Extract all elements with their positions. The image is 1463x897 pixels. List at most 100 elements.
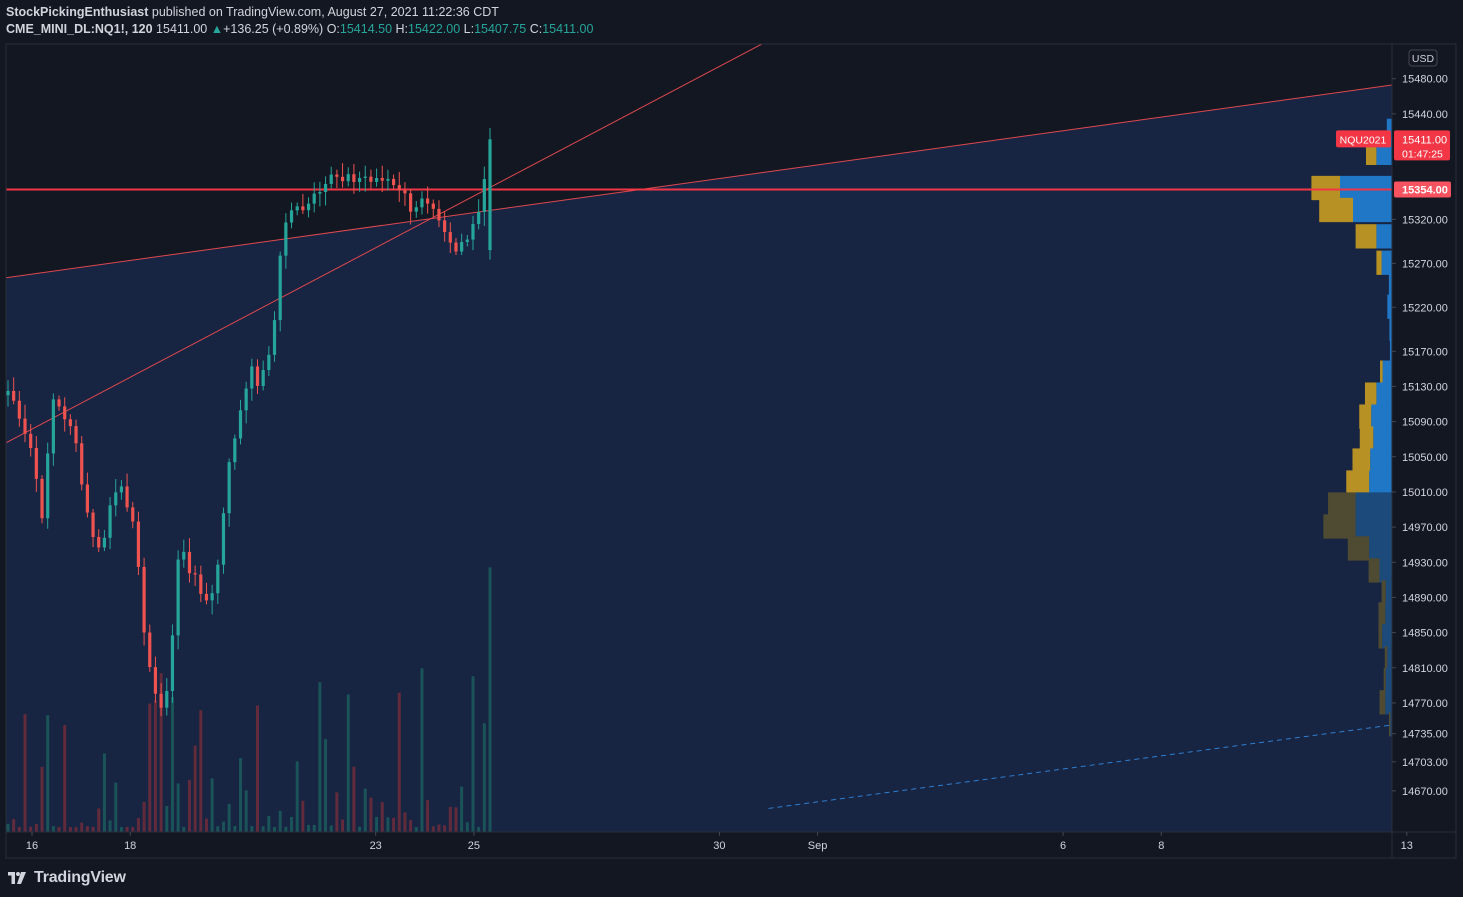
last-price: 15411.00 <box>156 22 208 36</box>
volume-profile-down <box>1328 492 1356 517</box>
currency-box <box>1408 49 1438 67</box>
candle-body <box>176 559 180 636</box>
last-price-box <box>1394 130 1450 161</box>
candle-body <box>414 207 418 212</box>
time-tick-label: 8 <box>1158 840 1164 852</box>
candle-body <box>267 354 271 370</box>
volume-profile-down <box>1381 580 1386 605</box>
volume-bar <box>477 827 481 832</box>
volume-bar <box>85 826 89 832</box>
volume-bar <box>57 826 61 832</box>
candle-body <box>227 462 231 514</box>
footer-brand[interactable]: TradingView <box>6 866 126 890</box>
volume-bar <box>295 761 299 832</box>
volume-bar <box>482 723 486 832</box>
volume-profile-down <box>1366 140 1377 165</box>
volume-bar <box>460 786 464 832</box>
price-axis[interactable]: USD 15480.00 15440.00 15320.00 15270.00 15220… <box>1392 49 1448 798</box>
volume-profile-down <box>1379 690 1386 715</box>
author-name[interactable]: StockPickingEnthusiast <box>6 5 149 19</box>
volume-profile-up <box>1370 448 1392 473</box>
price-tick-label: 14735.00 <box>1402 729 1448 741</box>
candle-body <box>182 551 186 560</box>
volume-profile-up <box>1387 294 1392 319</box>
symbol-tag-label: NQU2021 <box>1340 134 1387 146</box>
candle-body <box>193 573 197 575</box>
volume-bar <box>403 812 407 832</box>
volume-bar <box>40 766 44 832</box>
candle-body <box>392 178 396 186</box>
chart-frame <box>5 43 1457 859</box>
candle-body <box>114 492 118 506</box>
volume-profile-down <box>1346 470 1370 495</box>
candle-body <box>40 478 44 519</box>
volume-profile <box>1311 118 1392 737</box>
candle-body <box>6 390 10 396</box>
candle-body <box>159 693 163 708</box>
volume-profile-down <box>1323 514 1356 539</box>
price-tick-label: 15480.00 <box>1402 74 1448 86</box>
volume-profile-down <box>1311 175 1340 201</box>
volume-bar <box>74 826 78 832</box>
time-axis[interactable]: 1618232530Sep6813152022 <box>26 832 1463 852</box>
candle-body <box>91 512 95 537</box>
price-tick-label: 15010.00 <box>1402 487 1448 499</box>
volume-profile-up <box>1390 712 1392 737</box>
candle-body <box>221 513 226 565</box>
volume-profile-down <box>1378 624 1383 649</box>
time-tick-label: 25 <box>468 840 480 852</box>
close-value: 15411.00 <box>542 22 594 36</box>
volume-bar <box>125 826 129 832</box>
volume-bar <box>159 673 163 832</box>
candle-body <box>74 426 78 444</box>
candle-body <box>17 400 21 419</box>
change-arrow-icon: ▲ <box>210 22 224 36</box>
volume-bar <box>23 714 27 832</box>
candle-body <box>119 486 124 493</box>
candle-body <box>352 174 356 182</box>
volume-bar <box>227 803 231 832</box>
price-tick-label: 15050.00 <box>1402 452 1448 464</box>
candle-body <box>131 507 135 522</box>
volume-bar <box>170 696 174 832</box>
high-value: 15422.00 <box>408 22 461 36</box>
candle-body <box>437 208 441 221</box>
price-tick-label: 14670.00 <box>1402 786 1448 798</box>
candle-body <box>272 320 277 355</box>
volume-bar <box>97 808 101 832</box>
volume-profile-up <box>1385 668 1392 693</box>
candle-body <box>295 206 299 211</box>
volume-bar <box>233 825 237 832</box>
volume-profile-up <box>1373 426 1392 451</box>
candle-body <box>284 222 288 256</box>
volume-bar <box>12 819 16 832</box>
volume-bar <box>216 826 220 832</box>
volume-bar <box>375 816 379 832</box>
volume-profile-down <box>1319 197 1353 223</box>
volume-profile-up <box>1379 558 1392 583</box>
candles <box>6 127 492 716</box>
symbol-label[interactable]: CME_MINI_DL:NQ1!, 120 <box>6 22 153 36</box>
candle-body <box>250 366 254 389</box>
candle-body <box>301 206 305 211</box>
trendline-dashed-support <box>768 724 1392 809</box>
volume-bar <box>363 788 367 832</box>
volume-bar <box>80 822 84 832</box>
volume-profile-down <box>1364 382 1377 407</box>
candle-body <box>51 399 55 454</box>
chart-header: StockPickingEnthusiast published on Trad… <box>0 0 1463 42</box>
candle-body <box>318 191 322 194</box>
volume-bar <box>204 818 208 832</box>
trendlines[interactable] <box>0 17 1463 809</box>
volume-bar <box>108 820 112 832</box>
candle-body <box>136 521 141 567</box>
candle-body <box>460 242 464 252</box>
candle-body <box>409 193 413 212</box>
volume-bar <box>267 815 271 832</box>
candle-body <box>278 255 282 321</box>
change-value: +136.25 (+0.89%) <box>223 22 324 36</box>
low-label: L: <box>463 22 475 36</box>
volume-profile-down <box>1359 404 1372 429</box>
volume-bar <box>51 826 55 832</box>
